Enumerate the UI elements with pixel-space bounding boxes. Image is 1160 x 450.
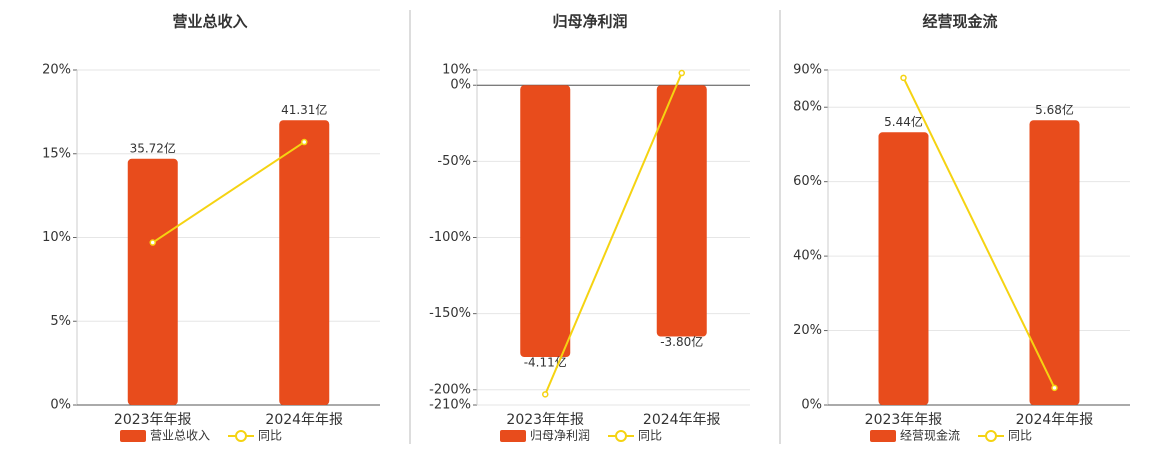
legend-swatch xyxy=(235,430,247,442)
y-tick-label: 80% xyxy=(793,100,822,115)
x-tick-label: 2023年年报 xyxy=(865,412,943,428)
y-tick-label: -100% xyxy=(429,230,471,245)
chart-title: 经营现金流 xyxy=(922,13,997,31)
legend-label: 经营现金流 xyxy=(900,428,960,443)
legend-label: 同比 xyxy=(1008,429,1032,443)
x-tick-label: 2023年年报 xyxy=(506,412,584,428)
bar xyxy=(520,85,571,358)
y-tick-label: 0% xyxy=(801,398,822,413)
y-tick-label: 10% xyxy=(442,63,471,78)
bar-value-label: -4.11亿 xyxy=(524,355,567,370)
line xyxy=(902,77,1056,389)
bar xyxy=(878,132,929,406)
x-tick-label: 2024年年报 xyxy=(643,412,721,428)
y-tick-label: 20% xyxy=(793,323,822,338)
chart-panel: 营业总收入 0% 5% 10% 15% 20% 2023年年报 2024年年报 35.72亿 41… xyxy=(42,13,380,443)
y-tick-label: 15% xyxy=(42,146,71,161)
y-tick-label: 60% xyxy=(793,174,822,189)
line-point xyxy=(149,239,156,246)
legend-swatch xyxy=(615,430,627,442)
chart-title: 归母净利润 xyxy=(552,13,627,31)
legend-swatch xyxy=(870,430,896,442)
legend-label: 营业总收入 xyxy=(150,429,210,443)
chart-panel: 经营现金流 0% 20% 40% 60% 80% 90% 2023年年报 2024年年报 5.44… xyxy=(793,13,1130,443)
bar xyxy=(279,120,330,405)
line-point xyxy=(678,69,685,77)
line-point xyxy=(301,138,308,146)
y-tick-label: -200% xyxy=(429,382,471,397)
y-tick-label: 5% xyxy=(50,314,71,329)
legend-label: 同比 xyxy=(638,429,662,443)
bar-value-label: 35.72亿 xyxy=(130,140,176,155)
y-tick-label: 0% xyxy=(450,78,471,93)
chart-title: 营业总收入 xyxy=(172,13,247,31)
bar-value-label: -3.80亿 xyxy=(660,334,703,349)
bar-value-label: 41.31亿 xyxy=(281,102,327,117)
y-tick-label: -150% xyxy=(429,306,471,321)
x-tick-label: 2023年年报 xyxy=(114,412,192,428)
legend-swatch xyxy=(985,430,997,442)
line-point xyxy=(542,391,549,398)
bar xyxy=(127,158,178,405)
bar xyxy=(656,85,707,337)
line-point xyxy=(1051,384,1058,392)
line xyxy=(152,141,305,244)
legend-label: 同比 xyxy=(258,429,282,443)
bar-value-label: 5.68亿 xyxy=(1035,102,1074,117)
y-tick-label: 40% xyxy=(793,249,822,264)
line-point xyxy=(900,74,907,82)
x-tick-label: 2024年年报 xyxy=(1016,412,1094,428)
y-tick-label: 0% xyxy=(50,398,71,413)
legend-swatch xyxy=(500,430,526,442)
bar-value-label: 5.44亿 xyxy=(884,114,923,129)
x-tick-label: 2024年年报 xyxy=(265,412,343,428)
bar xyxy=(1029,120,1080,405)
line xyxy=(544,72,683,395)
y-tick-label: 20% xyxy=(42,63,71,78)
y-tick-label: -50% xyxy=(437,154,471,169)
legend-swatch xyxy=(120,430,146,442)
y-tick-label: 90% xyxy=(793,63,822,78)
y-tick-label: 10% xyxy=(42,230,71,245)
legend-label: 归母净利润 xyxy=(530,429,590,443)
chart-panel: 归母净利润 -210%-200% -150% -100% -50% 0%10% 2023年年… xyxy=(429,13,750,443)
y-tick-label: -210% xyxy=(429,398,471,413)
